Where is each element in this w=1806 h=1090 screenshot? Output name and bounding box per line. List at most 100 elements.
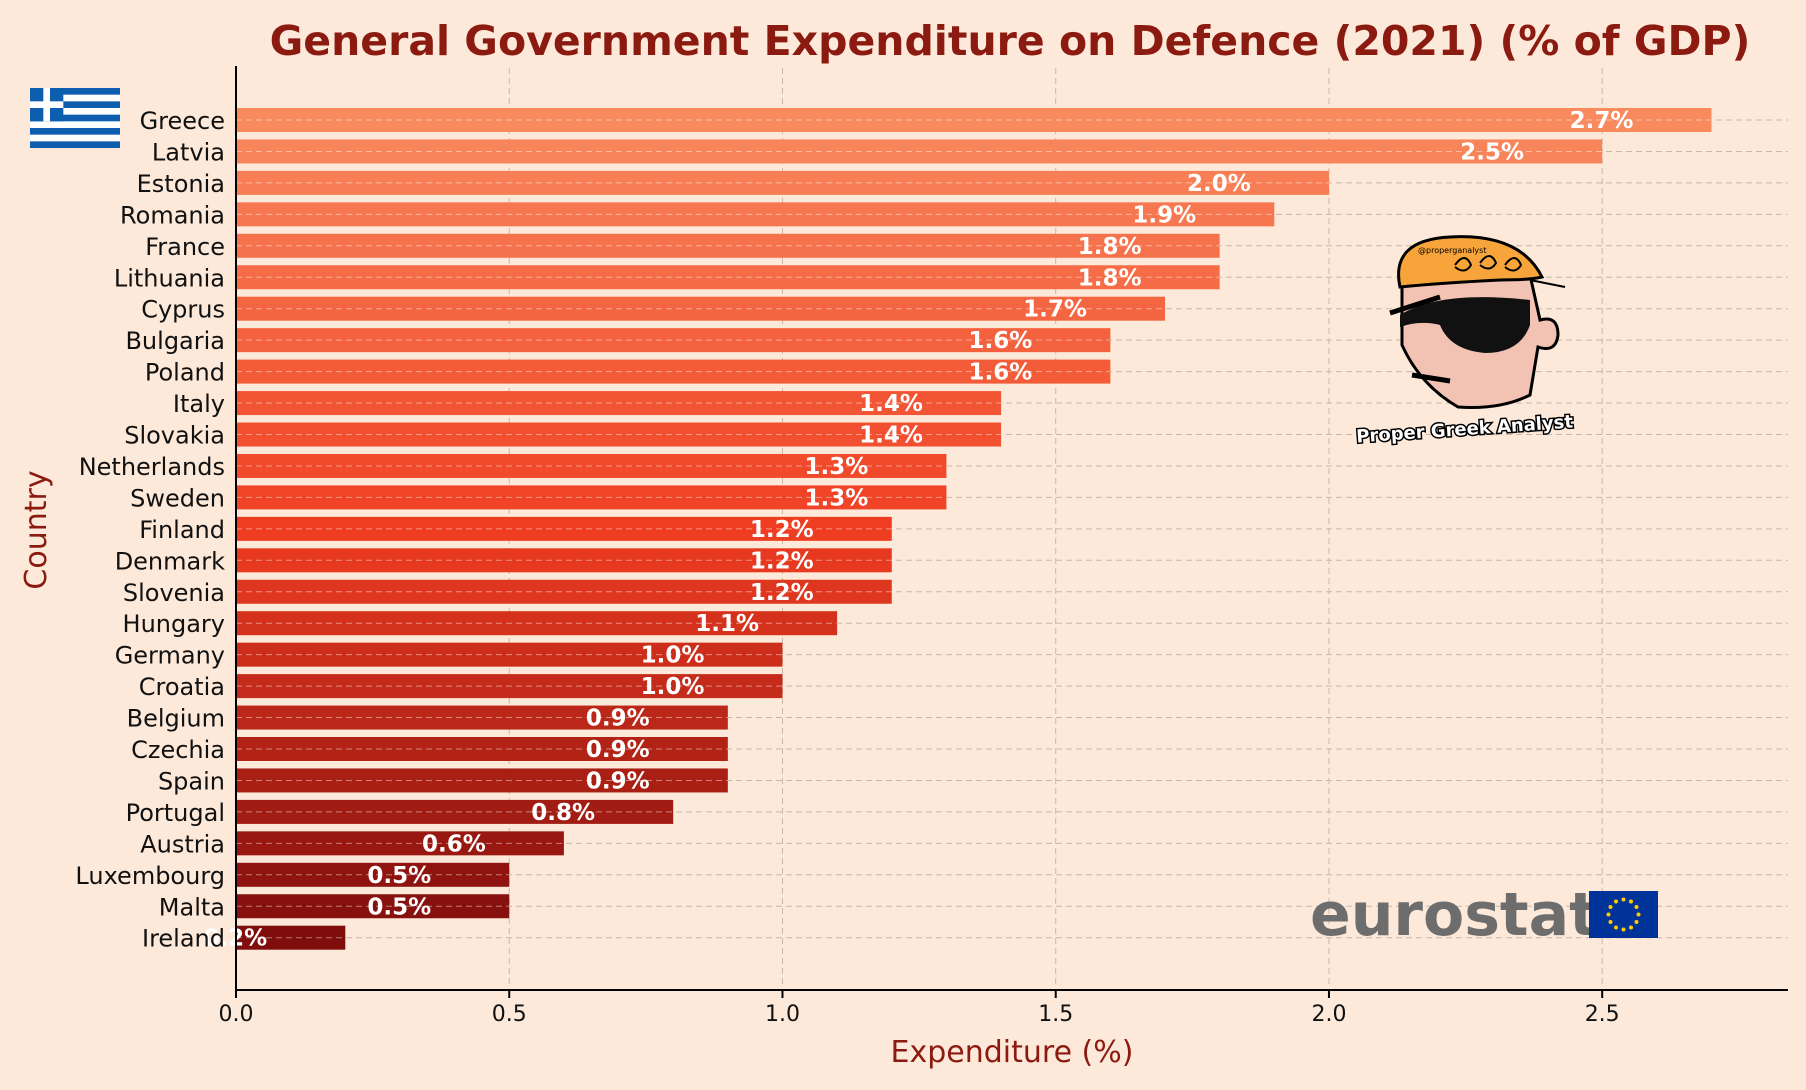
data-label: 2.5% <box>1460 139 1524 165</box>
bar <box>236 453 947 478</box>
bar <box>236 862 510 887</box>
data-label: 1.6% <box>968 360 1032 386</box>
bar <box>236 265 1220 290</box>
bar <box>236 391 1002 416</box>
data-label: 1.3% <box>805 485 869 511</box>
category-label: Luxembourg <box>75 862 225 890</box>
data-label: 0.9% <box>586 768 650 794</box>
x-tick-label: 0.0 <box>219 1002 254 1027</box>
eu-stars-icon <box>1606 897 1641 932</box>
data-label: 1.2% <box>750 548 814 574</box>
data-label: 0.9% <box>586 737 650 763</box>
data-label: 0.6% <box>422 831 486 857</box>
category-label: Slovakia <box>124 422 225 450</box>
bar <box>236 516 892 541</box>
category-label: Belgium <box>127 705 225 733</box>
category-label: Croatia <box>139 673 225 701</box>
data-label: 1.0% <box>641 674 705 700</box>
category-label: Spain <box>158 767 225 795</box>
data-label: 1.3% <box>805 454 869 480</box>
data-label: 0.9% <box>586 706 650 732</box>
category-label: France <box>145 233 225 261</box>
eu-star <box>1614 925 1618 930</box>
y-axis-label: Country <box>19 470 54 589</box>
x-tick-label: 2.0 <box>1311 1002 1346 1027</box>
eu-star <box>1629 899 1633 904</box>
x-tick-label: 2.5 <box>1585 1002 1620 1027</box>
bar <box>236 328 1111 353</box>
category-label: Portugal <box>126 799 225 827</box>
chart-title: General Government Expenditure on Defenc… <box>270 17 1751 65</box>
category-label: Slovenia <box>123 579 225 607</box>
category-label: Greece <box>140 107 225 135</box>
x-tick-label: 1.5 <box>1038 1002 1073 1027</box>
bar <box>236 233 1220 258</box>
eurostat-wordmark: eurostat <box>1310 880 1598 950</box>
category-label: Ireland <box>142 925 225 953</box>
bar <box>236 548 892 573</box>
eu-star <box>1629 925 1633 930</box>
data-label: 0.8% <box>531 800 595 826</box>
bar <box>236 705 728 730</box>
x-tick-label: 0.5 <box>492 1002 527 1027</box>
eu-star <box>1608 905 1613 909</box>
eurostat-logo: eurostat <box>1310 880 1658 950</box>
x-tick-labels: 0.0 0.5 1.0 1.5 2.0 2.5 <box>219 990 1620 1027</box>
category-label: Estonia <box>137 170 225 198</box>
category-label: Italy <box>173 390 225 418</box>
category-label: Cyprus <box>141 296 225 324</box>
bar <box>236 674 783 699</box>
bars: 2.7% 2.5% 2.0% 1.9% 1.8% 1.8% 1.7% 1.6% 1.6% 1.4%… <box>203 108 1712 952</box>
data-label: 1.2% <box>750 580 814 606</box>
data-label: 0.5% <box>367 894 431 920</box>
data-label: 1.0% <box>641 643 705 669</box>
category-label: Germany <box>115 642 225 670</box>
category-label: Poland <box>145 359 225 387</box>
eu-star <box>1606 912 1611 917</box>
data-label: 1.7% <box>1023 297 1087 323</box>
eu-star <box>1614 899 1618 904</box>
eu-star <box>1608 920 1613 924</box>
category-label: Austria <box>140 830 225 858</box>
category-label: Romania <box>120 201 225 229</box>
data-label: 2.7% <box>1570 108 1634 134</box>
data-label: 1.8% <box>1078 234 1142 260</box>
data-label: 0.5% <box>367 863 431 889</box>
data-label: 1.8% <box>1078 265 1142 291</box>
mascot-caption: Proper Greek Analyst <box>1356 411 1574 447</box>
bar <box>236 202 1275 227</box>
category-label: Finland <box>139 516 225 544</box>
x-axis-label: Expenditure (%) <box>891 1035 1134 1070</box>
bar <box>236 139 1603 164</box>
category-label: Czechia <box>131 736 225 764</box>
bar <box>236 422 1002 447</box>
bar <box>236 925 346 950</box>
data-label: 1.1% <box>695 611 759 637</box>
greece-flag-icon <box>30 88 120 148</box>
mascot-handle: @properganalyst <box>1418 246 1486 255</box>
eu-star <box>1634 920 1639 924</box>
category-label: Sweden <box>130 484 225 512</box>
category-label: Latvia <box>152 138 225 166</box>
data-label: 1.2% <box>750 517 814 543</box>
eu-star <box>1636 912 1641 917</box>
data-label: 2.0% <box>1187 171 1251 197</box>
data-label: 1.4% <box>859 391 923 417</box>
x-tick-label: 1.0 <box>765 1002 800 1027</box>
mascot-logo: @properganalyst Proper Greek Analyst <box>1354 235 1576 449</box>
bar <box>236 359 1111 384</box>
bar <box>236 296 1166 321</box>
bar <box>236 170 1329 195</box>
category-label: Bulgaria <box>125 327 225 355</box>
bar <box>236 485 947 510</box>
category-label: Denmark <box>115 547 225 575</box>
data-label: 1.6% <box>968 328 1032 354</box>
bar <box>236 611 838 636</box>
bar <box>236 768 728 793</box>
bar <box>236 737 728 761</box>
eu-star <box>1621 897 1626 902</box>
category-label: Netherlands <box>79 453 225 481</box>
category-label: Malta <box>159 893 225 921</box>
bar <box>236 831 564 856</box>
